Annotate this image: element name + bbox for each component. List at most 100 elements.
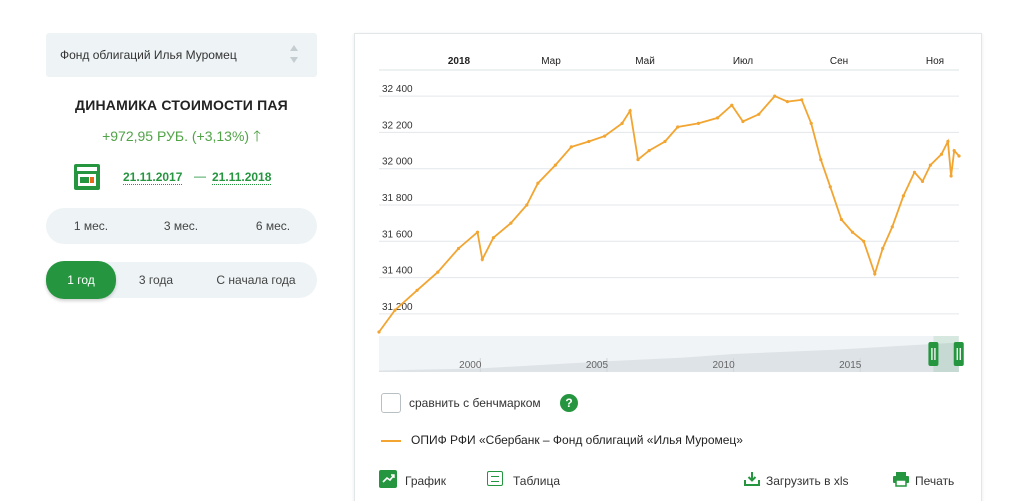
- series-point: [620, 121, 624, 125]
- x-tick-label: Июл: [733, 56, 753, 67]
- series-point: [901, 194, 906, 198]
- series-point: [741, 119, 745, 124]
- series-point: [949, 174, 953, 178]
- series-point: [850, 230, 855, 234]
- download-icon: [743, 470, 761, 493]
- graph-view-label: График: [405, 474, 446, 488]
- benchmark-label: сравнить с бенчмарком: [409, 396, 541, 410]
- print-label: Печать: [915, 474, 955, 488]
- dynamics-change-value: +972,95 РУБ. (+3,13%): [102, 128, 250, 144]
- series-point: [415, 288, 419, 292]
- period-6m-button[interactable]: 6 мес.: [255, 219, 291, 233]
- navigator-tick-label: 2000: [459, 360, 482, 371]
- series-point: [480, 257, 484, 261]
- x-tick-label: Май: [635, 56, 655, 67]
- period-1y-button[interactable]: 1 год: [46, 261, 116, 299]
- series-point: [509, 221, 513, 225]
- series-point: [819, 158, 823, 162]
- series-point: [377, 330, 381, 334]
- period-1m-button[interactable]: 1 мес.: [73, 219, 109, 233]
- dynamics-change: +972,95 РУБ. (+3,13%) 🡑: [46, 126, 317, 151]
- printer-icon: [892, 471, 910, 492]
- chart-card: 2018 Мар Май Июл Сен Ноя 32 400 32 200 32 000 31 …: [354, 33, 982, 501]
- series-point: [647, 149, 651, 153]
- select-arrows-icon: [289, 42, 299, 68]
- y-tick-label: 31 800: [382, 193, 413, 204]
- series-point: [839, 217, 843, 222]
- navigator-area: [379, 342, 959, 372]
- benchmark-checkbox[interactable]: [381, 393, 401, 413]
- series-point: [475, 230, 480, 234]
- help-icon[interactable]: ?: [560, 394, 578, 412]
- series-point: [676, 125, 680, 129]
- y-tick-label: 31 400: [382, 266, 413, 277]
- y-tick-label: 32 200: [382, 120, 413, 131]
- arrow-up-icon: 🡑: [253, 128, 261, 145]
- y-tick-label: 32 400: [382, 84, 413, 95]
- x-tick-label: Ноя: [926, 56, 944, 67]
- series-point: [773, 94, 777, 98]
- period-ytd-button[interactable]: С начала года: [216, 273, 296, 287]
- dynamics-title: ДИНАМИКА СТОИМОСТИ ПАЯ: [75, 97, 288, 113]
- series-point: [952, 149, 956, 153]
- navigator-handle-left-icon[interactable]: [928, 342, 939, 366]
- x-tick-label: Мар: [541, 56, 561, 67]
- chart-toolbar: График Таблица Загрузить в xls Печать: [355, 470, 983, 492]
- series-point: [715, 116, 720, 120]
- x-tick-label: 2018: [448, 56, 471, 67]
- series-point: [946, 139, 950, 144]
- series-point: [663, 139, 667, 144]
- series-point: [920, 179, 925, 183]
- series-point: [603, 134, 607, 138]
- fund-select[interactable]: Фонд облигаций Илья Муромец: [46, 33, 317, 77]
- series-point: [525, 203, 529, 207]
- table-icon: [487, 471, 503, 486]
- price-chart: 2018 Мар Май Июл Сен Ноя 32 400 32 200 32 000 31 …: [377, 56, 964, 372]
- period-3m-button[interactable]: 3 мес.: [163, 219, 199, 233]
- series-point: [890, 225, 894, 229]
- series-point: [436, 270, 440, 274]
- period-group-long: 1 год 3 года С начала года: [46, 261, 317, 299]
- y-tick-label: 32 000: [382, 157, 413, 168]
- date-from[interactable]: 21.11.2017: [123, 170, 183, 185]
- navigator-tick-label: 2010: [712, 360, 735, 371]
- series-point: [491, 236, 495, 240]
- series-point: [800, 98, 804, 102]
- series-point: [536, 181, 540, 185]
- series-point: [628, 109, 632, 113]
- fund-select-value: Фонд облигаций Илья Муромец: [60, 48, 237, 62]
- series-point: [928, 163, 933, 167]
- series-point: [587, 139, 591, 144]
- series-point: [939, 152, 944, 156]
- series-point: [393, 308, 397, 312]
- series-point: [957, 154, 961, 158]
- table-view-label: Таблица: [513, 474, 561, 488]
- graph-icon: [379, 470, 397, 488]
- navigator-tick-label: 2015: [839, 360, 862, 371]
- period-3y-button[interactable]: 3 года: [138, 273, 174, 287]
- legend-swatch: [381, 440, 401, 442]
- x-tick-label: Сен: [830, 56, 848, 67]
- series-point: [785, 100, 789, 104]
- series-point: [828, 185, 832, 189]
- series-point: [553, 163, 557, 167]
- series-point: [862, 239, 866, 243]
- navigator-tick-label: 2005: [586, 360, 609, 371]
- series-point: [730, 103, 734, 107]
- legend-label: ОПИФ РФИ «Сбербанк – Фонд облигаций «Иль…: [411, 433, 743, 447]
- series-point: [569, 145, 573, 149]
- download-xls-label: Загрузить в xls: [766, 474, 849, 488]
- series-point: [881, 246, 885, 251]
- series-point: [873, 272, 877, 276]
- navigator-handle-right-icon[interactable]: [953, 342, 964, 366]
- series-line: [378, 95, 960, 333]
- series-point: [696, 121, 700, 125]
- date-to[interactable]: 21.11.2018: [212, 170, 272, 185]
- series-point: [809, 121, 813, 125]
- calendar-icon[interactable]: [74, 164, 100, 190]
- series-point: [636, 158, 640, 162]
- series-point: [456, 246, 461, 251]
- series-point: [912, 170, 917, 174]
- y-tick-label: 31 600: [382, 229, 413, 240]
- date-separator: —: [194, 169, 206, 183]
